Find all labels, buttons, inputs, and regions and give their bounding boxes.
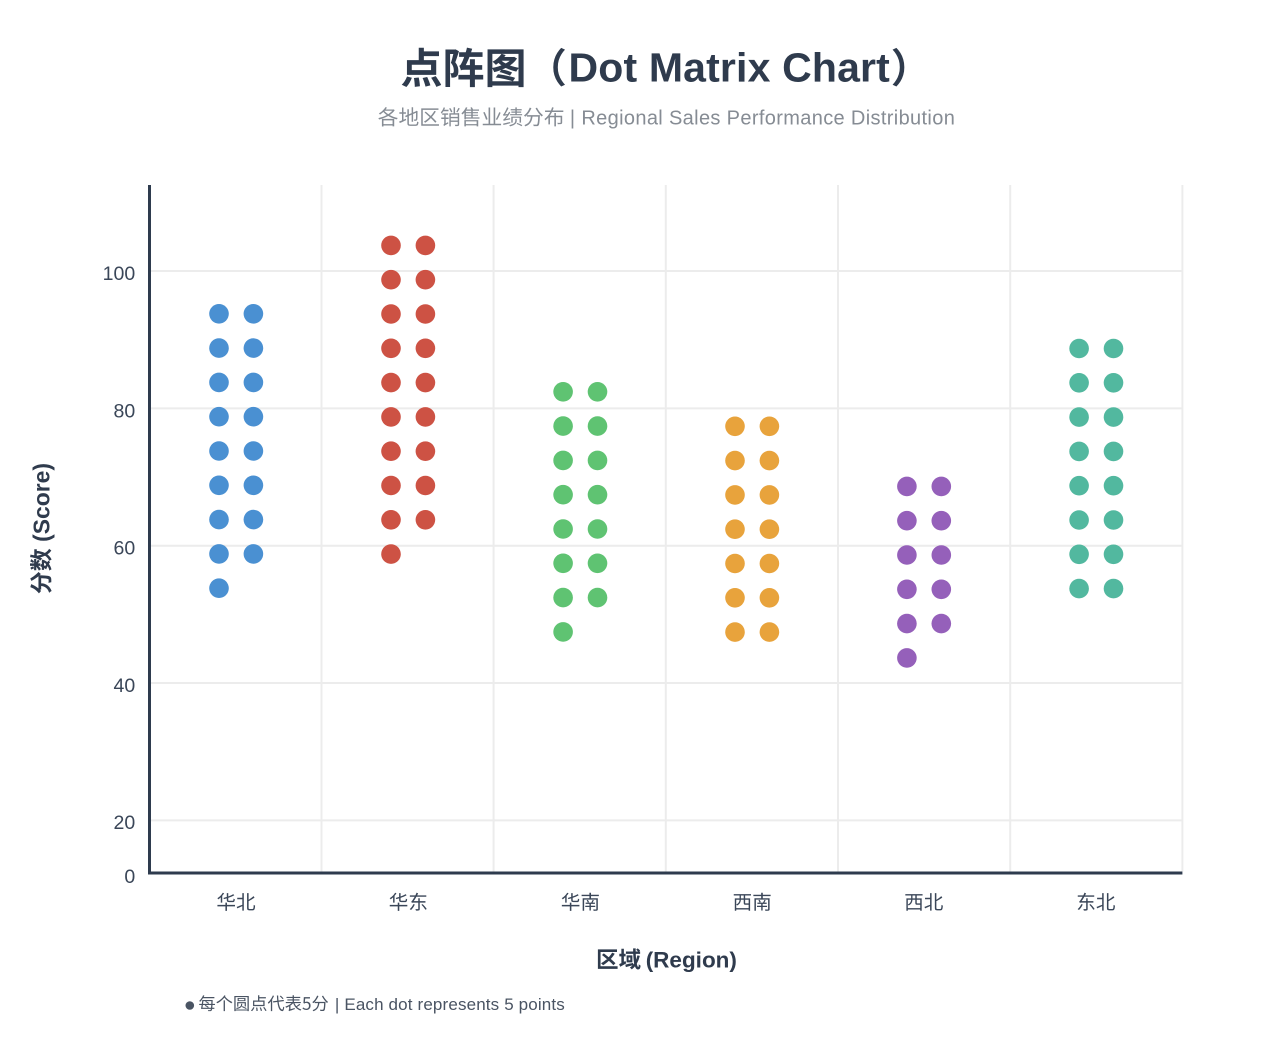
svg-text:80: 80 bbox=[113, 400, 135, 422]
svg-text:Dot Matrix Chart: Dot Matrix Chart bbox=[569, 45, 891, 91]
svg-text:(Region): (Region) bbox=[646, 948, 737, 973]
svg-text:| Each dot represents 5 points: | Each dot represents 5 points bbox=[335, 995, 565, 1014]
svg-text:20: 20 bbox=[113, 812, 135, 834]
svg-text:100: 100 bbox=[103, 263, 136, 285]
svg-text:40: 40 bbox=[113, 675, 135, 697]
svg-text:| Regional Sales Performance D: | Regional Sales Performance Distributio… bbox=[570, 108, 955, 130]
svg-text:(Score): (Score) bbox=[29, 463, 55, 542]
svg-text:60: 60 bbox=[113, 538, 135, 560]
svg-text:0: 0 bbox=[124, 866, 135, 888]
